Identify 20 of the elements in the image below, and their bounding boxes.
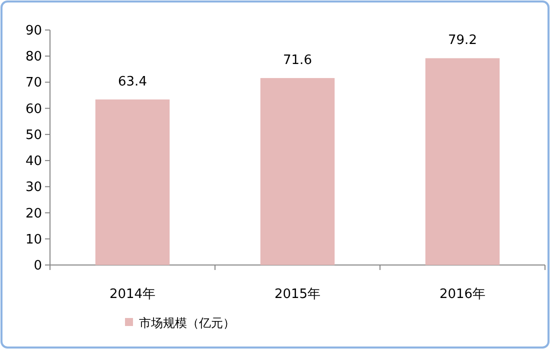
y-tick-label: 0 xyxy=(34,258,42,274)
y-tick-label: 60 xyxy=(25,102,42,117)
x-tick-label: 2015年 xyxy=(274,287,321,302)
y-tick-label: 20 xyxy=(25,206,42,222)
bar xyxy=(260,78,335,265)
y-tick-label: 50 xyxy=(25,128,42,143)
bar xyxy=(95,99,170,265)
y-tick-label: 10 xyxy=(25,232,42,248)
y-tick-label: 90 xyxy=(25,24,42,38)
y-tick-label: 80 xyxy=(25,50,42,65)
x-tick-label: 2016年 xyxy=(439,287,486,302)
x-tick-label: 2014年 xyxy=(109,287,156,302)
bar xyxy=(425,58,500,265)
y-tick-label: 30 xyxy=(25,180,42,196)
legend-label: 市场规模（亿元） xyxy=(139,316,235,330)
data-label: 63.4 xyxy=(118,74,147,90)
y-tick-label: 40 xyxy=(25,154,42,170)
data-label: 71.6 xyxy=(283,53,312,68)
y-tick-label: 70 xyxy=(25,76,42,91)
data-label: 79.2 xyxy=(448,33,477,48)
